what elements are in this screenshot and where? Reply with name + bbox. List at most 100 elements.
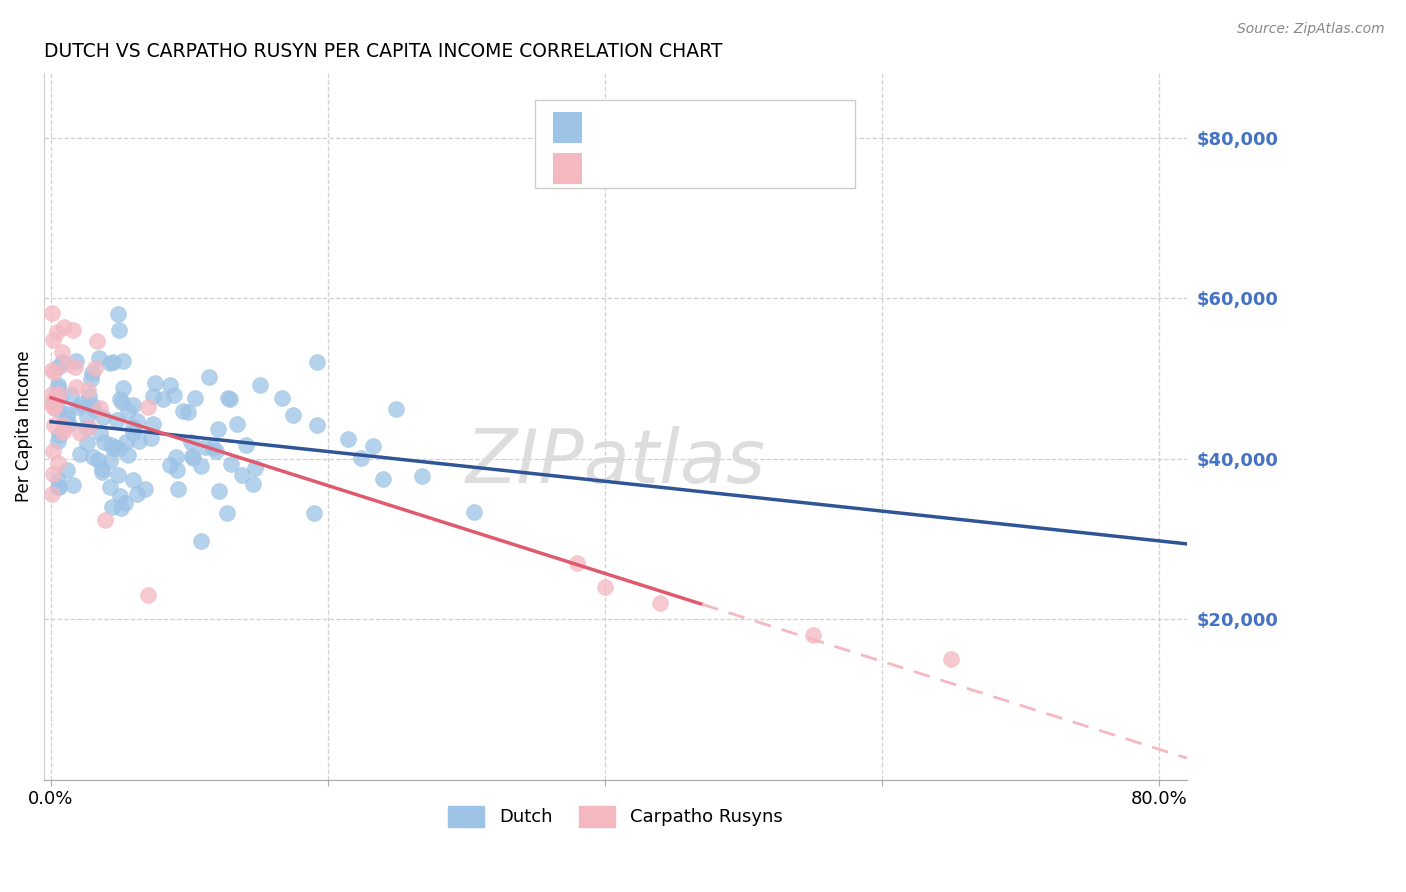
Point <box>208 484 231 499</box>
Point <box>108 442 131 457</box>
Point <box>93 435 115 450</box>
Point <box>41 394 63 409</box>
Point <box>77 383 100 397</box>
Point <box>190 458 212 473</box>
Point <box>180 450 202 464</box>
Point <box>41 363 63 377</box>
Point <box>46 378 69 392</box>
Point <box>107 307 129 321</box>
Point <box>166 463 188 477</box>
Point <box>101 500 124 515</box>
Point <box>136 588 159 602</box>
Point <box>77 389 100 403</box>
Point <box>44 390 66 404</box>
Point <box>105 413 128 427</box>
Point <box>80 398 103 412</box>
Point <box>49 389 72 403</box>
Point <box>411 469 433 483</box>
Point <box>122 397 145 411</box>
Point <box>108 392 131 407</box>
Point <box>42 398 65 412</box>
Point <box>42 467 65 481</box>
Legend: Dutch, Carpatho Rusyns: Dutch, Carpatho Rusyns <box>441 799 790 834</box>
Point <box>271 391 294 405</box>
Point <box>463 505 485 519</box>
Point <box>89 426 111 441</box>
Point <box>162 388 184 402</box>
Point <box>373 472 395 486</box>
Point <box>152 392 174 406</box>
Point <box>41 333 63 347</box>
Point <box>111 381 134 395</box>
Point <box>89 351 111 366</box>
Text: R = -0.420   N = 115: R = -0.420 N = 115 <box>599 118 796 136</box>
Point <box>235 438 257 452</box>
Point <box>76 410 98 425</box>
Point <box>83 402 105 417</box>
Point <box>51 355 73 369</box>
Point <box>91 410 114 425</box>
Point <box>58 417 80 431</box>
Point <box>172 404 194 418</box>
Point <box>66 400 89 414</box>
Point <box>650 596 672 610</box>
Point <box>46 381 69 395</box>
Text: ZIPatlas: ZIPatlas <box>465 425 765 498</box>
Point <box>108 323 131 337</box>
Point <box>385 402 408 417</box>
Point <box>79 372 101 386</box>
Point <box>55 357 77 371</box>
Point <box>117 404 139 418</box>
Point <box>90 465 112 479</box>
Point <box>42 395 65 409</box>
Point <box>80 366 103 380</box>
Point <box>218 392 240 406</box>
Point <box>361 439 384 453</box>
Bar <box>553 112 581 142</box>
Point <box>108 489 131 503</box>
Point <box>128 434 150 448</box>
Point <box>46 474 69 488</box>
Point <box>94 513 117 527</box>
Point <box>205 444 228 458</box>
Point <box>41 386 63 401</box>
Point <box>231 467 253 482</box>
Point <box>100 438 122 452</box>
Point <box>801 628 824 642</box>
Point <box>180 434 202 449</box>
Point <box>190 534 212 549</box>
Point <box>51 345 73 359</box>
Point <box>122 425 145 440</box>
Y-axis label: Per Capita Income: Per Capita Income <box>15 351 32 502</box>
Point <box>202 441 225 455</box>
Point <box>48 428 70 442</box>
Point <box>159 458 181 472</box>
Point <box>41 306 63 320</box>
Point <box>194 441 217 455</box>
Point <box>139 431 162 445</box>
Point <box>42 444 65 458</box>
Point <box>48 403 70 417</box>
Point <box>184 392 207 406</box>
Point <box>111 354 134 368</box>
Point <box>134 482 156 496</box>
Point <box>141 417 163 432</box>
Point <box>101 355 124 369</box>
Point <box>46 434 69 449</box>
Point <box>82 450 104 464</box>
Point <box>142 389 165 403</box>
Point <box>125 414 148 428</box>
Point <box>100 454 122 468</box>
Point <box>46 480 69 494</box>
Point <box>207 421 229 435</box>
Point <box>122 473 145 487</box>
Point <box>41 398 63 412</box>
Point <box>69 447 91 461</box>
Point <box>84 361 107 376</box>
Point <box>107 467 129 482</box>
Point <box>198 370 221 384</box>
Point <box>42 365 65 379</box>
Point <box>60 387 83 401</box>
Bar <box>553 153 581 183</box>
Point <box>75 420 97 434</box>
